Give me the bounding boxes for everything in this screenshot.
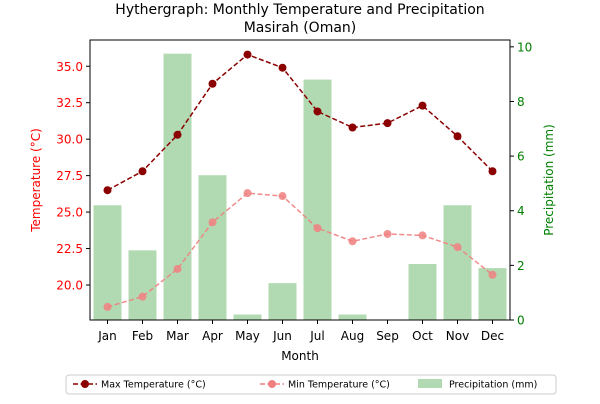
x-axis-tick-label-apr: Apr (202, 329, 223, 343)
x-axis-tick-label-may: May (235, 329, 260, 343)
max-temperature-point-aug (348, 123, 357, 132)
min-temperature-point-jun (278, 192, 287, 201)
left-axis-tick-label: 25.0 (56, 206, 83, 220)
precipitation-bar-feb (128, 250, 157, 320)
max-temperature-point-jun (278, 63, 287, 72)
max-temperature-point-may (243, 50, 252, 59)
min-temperature-point-may (243, 189, 252, 198)
x-axis-tick-label-feb: Feb (132, 329, 153, 343)
min-temperature-point-dec (488, 270, 497, 279)
right-axis-tick-label: 8 (517, 95, 525, 109)
legend-min-temperature-label: Min Temperature (°C) (288, 380, 390, 391)
right-axis-tick-label: 2 (517, 259, 525, 273)
precipitation-bar-jul (303, 79, 332, 320)
right-axis-tick-label: 10 (517, 40, 532, 54)
left-axis-tick-label: 35.0 (56, 60, 83, 74)
right-axis-label: Precipitation (mm) (542, 124, 556, 236)
min-temperature-point-oct (418, 231, 427, 240)
max-temperature-layer (103, 50, 497, 195)
max-temperature-point-nov (453, 132, 462, 141)
x-axis-tick-label-jan: Jan (97, 329, 117, 343)
x-axis-tick-label-mar: Mar (166, 329, 189, 343)
max-temperature-point-mar (173, 130, 182, 139)
min-temperature-point-apr (208, 218, 217, 227)
axes-layer: 20.0 22.5 25.0 27.5 30.0 32.5 35.0 0 2 4 6 8 10 Jan Fe… (56, 39, 532, 343)
left-axis-tick-label: 27.5 (56, 169, 83, 183)
min-temperature-point-jul (313, 224, 322, 233)
left-axis-tick-label: 20.0 (56, 279, 83, 293)
x-axis-tick-label-jul: Jul (309, 329, 324, 343)
precipitation-bar-jun (268, 283, 297, 320)
max-temperature-point-feb (138, 167, 147, 176)
min-temperature-point-mar (173, 264, 182, 273)
max-temperature-point-apr (208, 79, 217, 88)
precipitation-bar-apr (198, 175, 227, 320)
legend-max-temperature-marker (81, 380, 89, 388)
max-temperature-line (107, 53, 494, 191)
min-temperature-layer (103, 189, 497, 311)
x-axis-tick-label-nov: Nov (446, 329, 469, 343)
left-axis-tick-label: 30.0 (56, 133, 83, 147)
legend-precipitation-label: Precipitation (mm) (449, 380, 537, 391)
left-axis-tick-label: 22.5 (56, 242, 83, 256)
legend-max-temperature-label: Max Temperature (°C) (101, 380, 206, 391)
max-temperature-point-sep (383, 119, 392, 128)
bars-layer (93, 53, 507, 320)
right-axis-tick-label: 6 (517, 150, 525, 164)
legend: Max Temperature (°C) Min Temperature (°C… (65, 374, 557, 395)
left-axis-tick-label: 32.5 (56, 96, 83, 110)
min-temperature-line (107, 192, 493, 308)
min-temperature-point-aug (348, 237, 357, 246)
left-axis-label: Temperature (°C) (29, 128, 43, 233)
precipitation-bar-aug (338, 314, 367, 320)
right-axis-tick-label: 0 (517, 314, 525, 328)
x-axis-tick-label-oct: Oct (412, 329, 433, 343)
right-axis-tick-label: 4 (517, 204, 525, 218)
precipitation-bar-oct (408, 264, 437, 320)
max-temperature-point-jul (313, 107, 322, 116)
plot-frame (89, 39, 511, 321)
legend-precipitation-swatch (418, 379, 442, 388)
min-temperature-point-jan (103, 302, 112, 311)
x-axis-tick-label-sep: Sep (376, 329, 399, 343)
chart-title: Hythergraph: Monthly Temperature and Pre… (115, 2, 484, 18)
precipitation-bar-mar (163, 53, 192, 320)
x-axis-tick-label-dec: Dec (481, 329, 504, 343)
precipitation-bar-may (233, 314, 262, 320)
x-axis-tick-label-jun: Jun (272, 329, 292, 343)
x-axis-label: Month (281, 349, 319, 363)
max-temperature-point-dec (488, 167, 497, 176)
x-axis-tick-label-aug: Aug (341, 329, 364, 343)
min-temperature-point-sep (383, 229, 392, 238)
precipitation-bar-nov (443, 205, 472, 320)
min-temperature-point-nov (453, 243, 462, 252)
chart-subtitle: Masirah (Oman) (244, 20, 357, 36)
precipitation-bar-jan (93, 205, 122, 320)
max-temperature-point-jan (103, 186, 112, 195)
min-temperature-point-feb (138, 292, 147, 301)
legend-min-temperature-marker (268, 380, 276, 388)
max-temperature-point-oct (418, 101, 427, 110)
